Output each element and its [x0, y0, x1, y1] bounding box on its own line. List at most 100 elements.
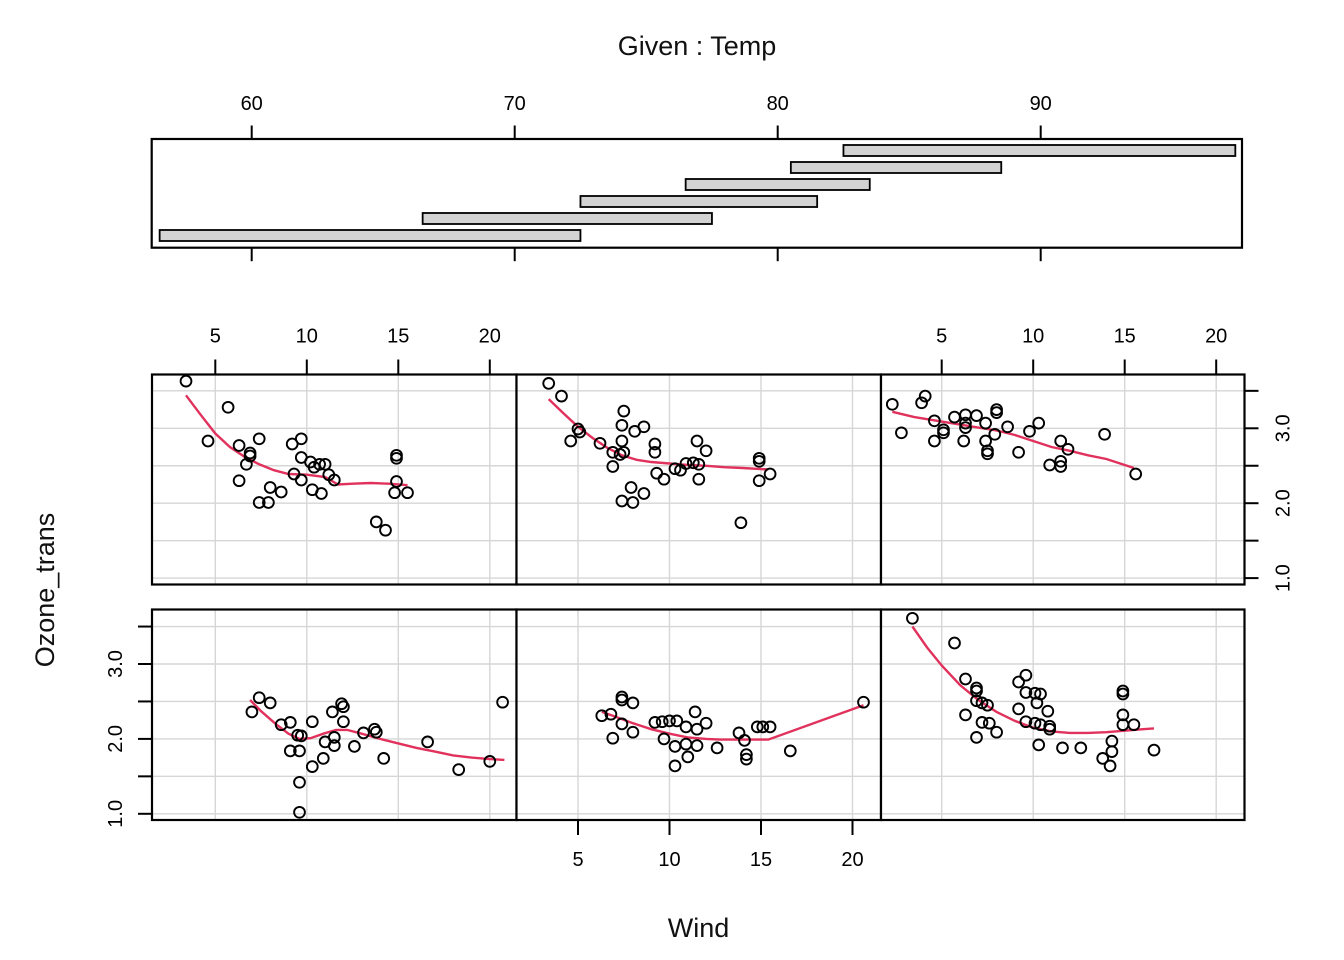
data-point — [1056, 741, 1069, 755]
data-point — [1098, 427, 1111, 441]
data-point — [1147, 743, 1161, 757]
given-panel-title: Given : Temp — [617, 31, 777, 61]
data-point — [293, 744, 306, 758]
data-point — [1054, 434, 1068, 448]
data-point — [294, 432, 308, 446]
data-point — [686, 456, 700, 470]
data-point — [452, 763, 466, 776]
data-point — [668, 462, 682, 476]
data-point — [1032, 738, 1046, 752]
data-point — [245, 705, 259, 719]
y-axis-right: 1.0 2.0 3.0 — [1244, 389, 1295, 592]
data-point — [327, 731, 341, 744]
data-point — [337, 700, 350, 714]
data-point — [315, 487, 328, 500]
data-point — [1019, 715, 1033, 729]
data-point — [1012, 702, 1025, 716]
data-point — [1129, 467, 1143, 481]
data-point — [179, 375, 193, 388]
data-point — [990, 406, 1003, 419]
data-point — [690, 434, 704, 448]
data-point — [752, 474, 766, 488]
x-axis-bottom: 5 10 15 20 — [572, 820, 864, 871]
data-point — [606, 460, 620, 473]
given-interval-bar — [579, 195, 819, 208]
data-point — [895, 426, 908, 440]
data-point — [327, 473, 341, 487]
y-axis-tick-label: 2.0 — [105, 725, 127, 753]
data-point — [670, 714, 684, 728]
data-point — [615, 717, 629, 731]
scatter-panel-top-left — [150, 373, 518, 586]
x-axis-tick-label: 10 — [1022, 326, 1044, 348]
data-point — [750, 720, 764, 734]
data-point — [1096, 752, 1110, 765]
x-axis-tick-label: 15 — [1114, 326, 1136, 348]
lowess-smooth-line — [249, 699, 505, 762]
scatter-panel-top-right — [879, 373, 1246, 586]
data-point — [294, 473, 308, 487]
data-point — [357, 726, 370, 740]
x-axis-tick-label: 5 — [936, 326, 947, 348]
y-axis-title: Ozone_trans — [30, 512, 60, 668]
panel-background — [152, 374, 517, 585]
panel-frame — [879, 373, 1246, 586]
given-panel: 60 70 80 90 — [150, 93, 1244, 262]
data-point — [1019, 686, 1033, 699]
given-interval-bars — [158, 144, 1237, 242]
data-point — [918, 389, 932, 403]
given-interval-bar — [158, 229, 582, 242]
panel-background — [152, 609, 517, 820]
data-point — [252, 496, 266, 509]
panel-gridlines — [152, 609, 517, 820]
data-point — [221, 400, 235, 414]
data-point — [263, 696, 277, 710]
data-point — [606, 731, 620, 745]
data-point — [752, 454, 766, 468]
data-point — [316, 752, 330, 765]
y-axis-tick-label: 1.0 — [1273, 564, 1295, 592]
panel-gridlines — [881, 374, 1245, 585]
scatter-panel-bottom-left — [150, 608, 518, 822]
data-point — [982, 716, 996, 730]
data-point — [1012, 675, 1025, 689]
data-point — [763, 467, 777, 481]
data-point — [937, 426, 950, 440]
data-point — [756, 720, 770, 734]
data-point — [657, 472, 671, 486]
data-point — [496, 695, 509, 709]
data-point — [990, 725, 1003, 739]
data-point — [377, 752, 391, 765]
x-axis-tick-label: 10 — [296, 326, 318, 348]
data-point — [783, 744, 797, 758]
panel-gridlines — [516, 374, 881, 585]
data-point — [692, 472, 706, 486]
data-point — [637, 487, 651, 500]
data-point — [626, 496, 640, 509]
data-point — [959, 416, 972, 430]
data-point — [959, 421, 972, 434]
scatter-panel-bottom-middle — [515, 608, 883, 822]
data-point — [970, 731, 983, 744]
panel-background — [516, 374, 881, 585]
data-point — [981, 447, 994, 461]
data-point — [657, 732, 671, 746]
data-point — [740, 748, 753, 761]
data-point — [1116, 708, 1130, 722]
data-point — [263, 481, 277, 494]
data-point — [928, 434, 941, 448]
data-point — [274, 485, 288, 499]
data-point — [379, 523, 392, 537]
data-point — [232, 474, 246, 488]
data-point — [1061, 442, 1075, 456]
data-point — [1012, 445, 1025, 459]
data-point — [1019, 668, 1033, 682]
y-axis-tick-label: 1.0 — [105, 800, 127, 828]
data-point — [668, 759, 682, 773]
data-point — [740, 752, 753, 766]
data-point — [906, 611, 919, 625]
given-axis-tick-label: 80 — [767, 93, 789, 115]
data-point — [1054, 460, 1068, 473]
data-point — [252, 691, 266, 705]
